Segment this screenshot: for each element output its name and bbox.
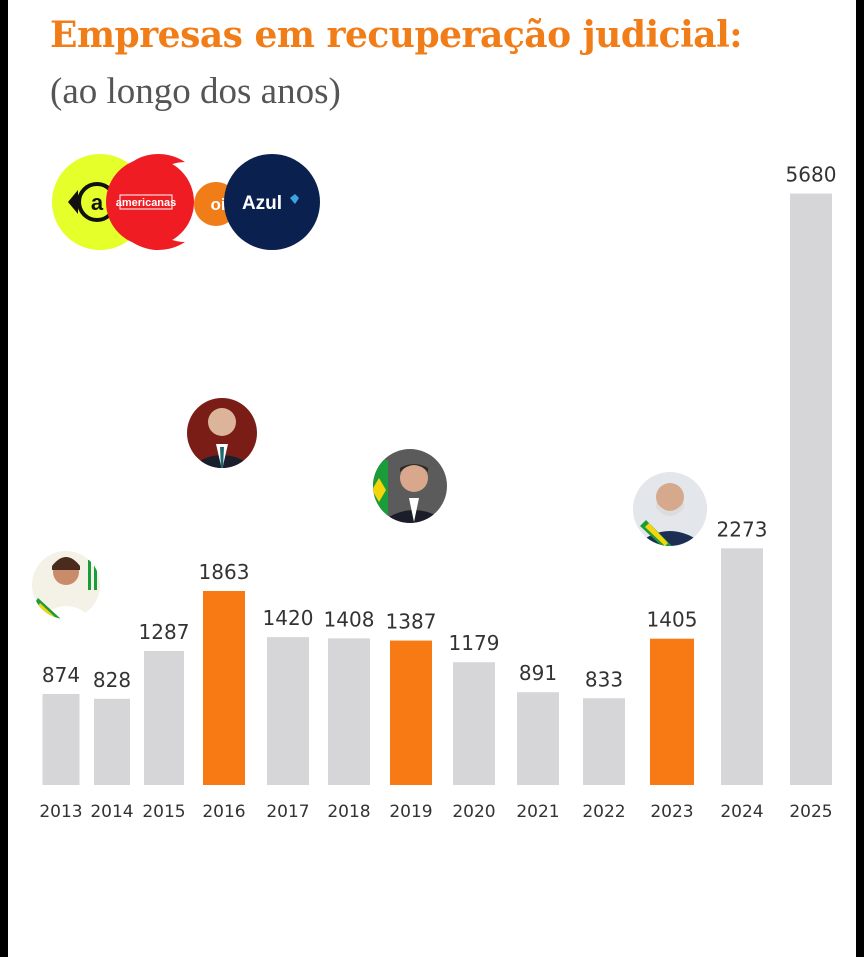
value-label-2015: 1287 (139, 620, 190, 644)
x-tick-label-2023: 2023 (650, 802, 693, 822)
value-label-2025: 5680 (786, 163, 837, 187)
value-label-2019: 1387 (386, 610, 437, 634)
x-tick-label-2020: 2020 (452, 802, 495, 822)
x-tick-label-2018: 2018 (327, 802, 370, 822)
americanas-logo-text: americanas (116, 197, 177, 209)
value-label-2016: 1863 (199, 560, 250, 584)
x-tick-label-2014: 2014 (90, 802, 133, 822)
president-2023-portrait-icon (633, 472, 707, 546)
value-label-2024: 2273 (717, 517, 768, 541)
x-tick-label-2019: 2019 (389, 802, 432, 822)
value-label-2021: 891 (519, 661, 557, 685)
chart-subtitle: (ao longo dos anos) (50, 71, 341, 112)
bar-2025 (790, 193, 832, 785)
oi-logo-text: oi (210, 195, 225, 214)
x-tick-label-2021: 2021 (516, 802, 559, 822)
bar-2021 (517, 692, 559, 785)
bar-2014 (94, 698, 130, 785)
x-tick-label-2016: 2016 (202, 802, 245, 822)
value-label-2014: 828 (93, 668, 131, 692)
bar-2013 (42, 693, 80, 785)
x-tick-label-2013: 2013 (39, 802, 82, 822)
azul-logo-text: Azul (242, 193, 282, 214)
svg-text:a: a (91, 190, 104, 215)
americanas-logo-icon: americanas (106, 154, 194, 251)
president-2016-portrait-icon (187, 398, 257, 468)
value-label-2020: 1179 (449, 631, 500, 655)
bar-2019 (390, 640, 432, 785)
azul-logo-icon: Azul (224, 154, 320, 250)
x-axis-labels-group: 2013 2014 2015 2016 2017 2018 2019 2020 2021 2022… (39, 802, 832, 822)
value-label-2018: 1408 (324, 607, 375, 631)
bar-2015 (144, 650, 184, 785)
bar-2017 (267, 637, 309, 785)
x-tick-label-2015: 2015 (142, 802, 185, 822)
value-labels-group: 874 828 1287 1863 1420 1408 1387 1179 891 833 1405… (42, 163, 837, 692)
bar-2023 (650, 638, 694, 785)
bar-2020 (453, 662, 495, 785)
value-label-2022: 833 (585, 667, 623, 691)
president-2019-portrait-icon (373, 449, 447, 523)
value-label-2017: 1420 (263, 606, 314, 630)
chart-title: Empresas em recuperação judicial: (50, 14, 743, 56)
bar-2024 (721, 548, 763, 785)
bars-group (42, 193, 832, 785)
value-label-2023: 1405 (647, 608, 698, 632)
president-2013-portrait-icon (32, 551, 100, 619)
bar-2018 (328, 638, 370, 785)
value-label-2013: 874 (42, 663, 80, 687)
x-tick-label-2024: 2024 (720, 802, 763, 822)
bar-2022 (583, 698, 625, 785)
x-tick-label-2025: 2025 (789, 802, 832, 822)
x-tick-label-2017: 2017 (266, 802, 309, 822)
x-tick-label-2022: 2022 (582, 802, 625, 822)
bar-2016 (203, 591, 245, 785)
